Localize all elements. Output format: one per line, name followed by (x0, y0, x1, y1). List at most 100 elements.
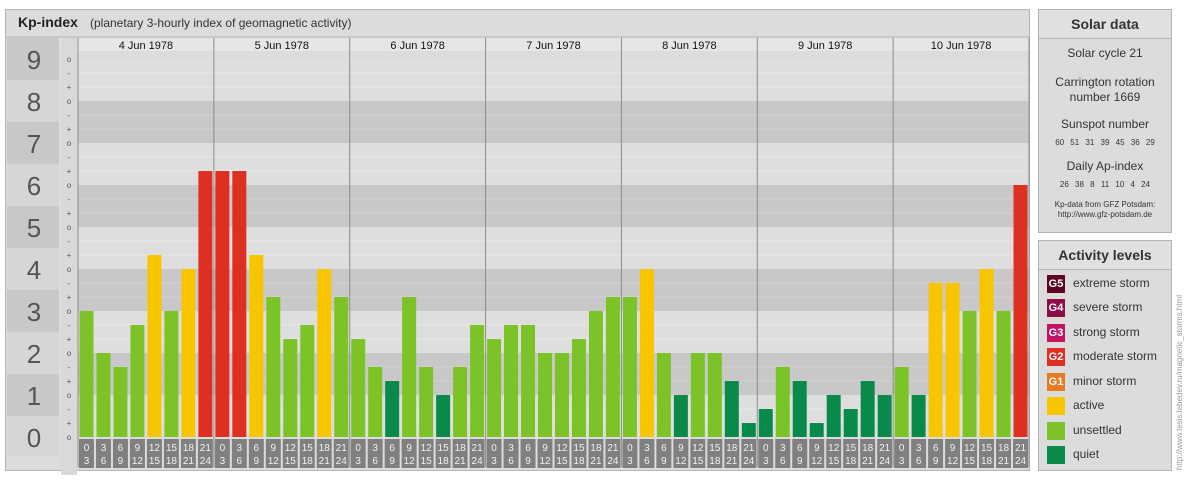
interval-end-label: 6 (644, 456, 650, 467)
legend-strong-storm: G3 strong storm (1047, 323, 1140, 342)
interval-label-box (673, 439, 689, 468)
kp-bar (385, 381, 400, 437)
interval-start-label: 21 (879, 443, 891, 454)
interval-label-box (282, 439, 298, 468)
legend-label: active (1073, 398, 1105, 412)
chart-subtitle: (planetary 3-hourly index of geomagnetic… (90, 16, 352, 30)
interval-label-box (877, 439, 893, 468)
interval-label-box (792, 439, 808, 468)
kp-bar (79, 311, 94, 437)
legend-label: severe storm (1073, 300, 1143, 314)
interval-label-box (894, 439, 910, 468)
kp-bar (504, 324, 519, 437)
day-label: 5 Jun 1978 (255, 40, 309, 52)
interval-start-label: 6 (797, 443, 803, 454)
kp-bar (826, 395, 841, 437)
interval-start-label: 9 (950, 443, 956, 454)
legend-swatch: G5 (1047, 274, 1065, 293)
minor-tick-label: o (67, 55, 72, 64)
interval-end-label: 18 (573, 456, 585, 467)
interval-start-label: 21 (743, 443, 755, 454)
interval-end-label: 3 (491, 456, 497, 467)
interval-start-label: 9 (406, 443, 412, 454)
interval-end-label: 12 (539, 456, 551, 467)
legend-unsettled: unsettled (1047, 421, 1122, 440)
minor-tick-label: - (68, 153, 71, 162)
legend-swatch (1047, 445, 1065, 464)
interval-start-label: 3 (916, 443, 922, 454)
chart-title: Kp-index (18, 14, 78, 30)
kp-bar (843, 408, 858, 437)
interval-end-label: 21 (455, 456, 467, 467)
interval-start-label: 0 (763, 443, 769, 454)
interval-label-box (486, 439, 502, 468)
minor-tick-label: - (68, 237, 71, 246)
y-axis-band (7, 416, 59, 456)
day-header-band (60, 38, 1029, 51)
interval-label-box (146, 439, 162, 468)
interval-end-label: 12 (811, 456, 823, 467)
interval-label-box (860, 439, 876, 468)
kp-bar (656, 353, 671, 437)
minor-tick-label: o (67, 433, 72, 442)
minor-tick-label: o (67, 265, 72, 274)
y-axis-band (7, 290, 59, 332)
interval-end-label: 24 (472, 456, 484, 467)
solar-data-panel: Solar data Solar cycle 21 Carrington rot… (1038, 9, 1172, 233)
interval-label-box (180, 439, 196, 468)
day-label: 7 Jun 1978 (526, 40, 580, 52)
kp-bar (232, 171, 247, 437)
legend-moderate-storm: G2 moderate storm (1047, 347, 1157, 366)
data-source-link[interactable]: http://www.gfz-potsdam.de (1057, 210, 1153, 219)
interval-end-label: 21 (998, 456, 1010, 467)
kp-bar (334, 297, 349, 437)
interval-start-label: 0 (627, 443, 633, 454)
kp-bar (945, 282, 960, 437)
ap-index-label: Daily Ap-index (1066, 159, 1144, 173)
interval-label-box (758, 439, 774, 468)
interval-end-label: 24 (879, 456, 891, 467)
interval-end-label: 24 (743, 456, 755, 467)
interval-start-label: 18 (862, 443, 874, 454)
interval-end-label: 3 (220, 456, 226, 467)
interval-label-box (401, 439, 417, 468)
kp-bar (673, 395, 688, 437)
interval-end-label: 6 (508, 456, 514, 467)
interval-label-box (435, 439, 451, 468)
interval-label-box (843, 439, 859, 468)
y-axis-band (7, 38, 59, 80)
kp-bar (181, 269, 196, 437)
interval-end-label: 12 (675, 456, 687, 467)
interval-end-label: 15 (149, 456, 161, 467)
interval-end-label: 9 (525, 456, 531, 467)
interval-end-label: 15 (421, 456, 433, 467)
interval-label-box (418, 439, 434, 468)
minor-tick-label: - (68, 363, 71, 372)
activity-levels-panel: Activity levels G5 extreme storm G4 severe… (1038, 240, 1172, 471)
kp-index-chart: 0123456789o+-o+-o+-o+-o+-o+-o+-o+-o+-o4 … (6, 36, 1030, 475)
interval-start-label: 3 (372, 443, 378, 454)
interval-label-box (707, 439, 723, 468)
kp-bar (368, 366, 383, 437)
interval-end-label: 12 (132, 456, 144, 467)
minor-tick-label: o (67, 349, 72, 358)
interval-end-label: 21 (726, 456, 738, 467)
minor-tick-label: o (67, 97, 72, 106)
kp-bar (622, 297, 637, 437)
interval-label-box (350, 439, 366, 468)
interval-end-label: 18 (981, 456, 993, 467)
interval-end-label: 24 (200, 456, 212, 467)
interval-label-box (384, 439, 400, 468)
interval-end-label: 15 (285, 456, 297, 467)
interval-label-box (316, 439, 332, 468)
interval-label-box (826, 439, 842, 468)
legend-swatch: G1 (1047, 372, 1065, 391)
kp-bar (130, 324, 145, 437)
kp-bar (911, 395, 926, 437)
kp-bar (453, 366, 468, 437)
sunspot-label: Sunspot number (1060, 117, 1150, 131)
interval-label-box (95, 439, 111, 468)
minor-tick-label: + (67, 125, 72, 134)
kp-bar (300, 324, 315, 437)
interval-start-label: 21 (1015, 443, 1027, 454)
